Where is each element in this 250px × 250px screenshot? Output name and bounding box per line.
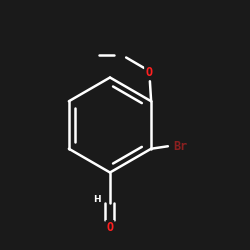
- Text: Br: Br: [173, 140, 187, 153]
- Text: O: O: [106, 221, 114, 234]
- Text: H: H: [94, 196, 101, 204]
- Text: O: O: [145, 66, 152, 79]
